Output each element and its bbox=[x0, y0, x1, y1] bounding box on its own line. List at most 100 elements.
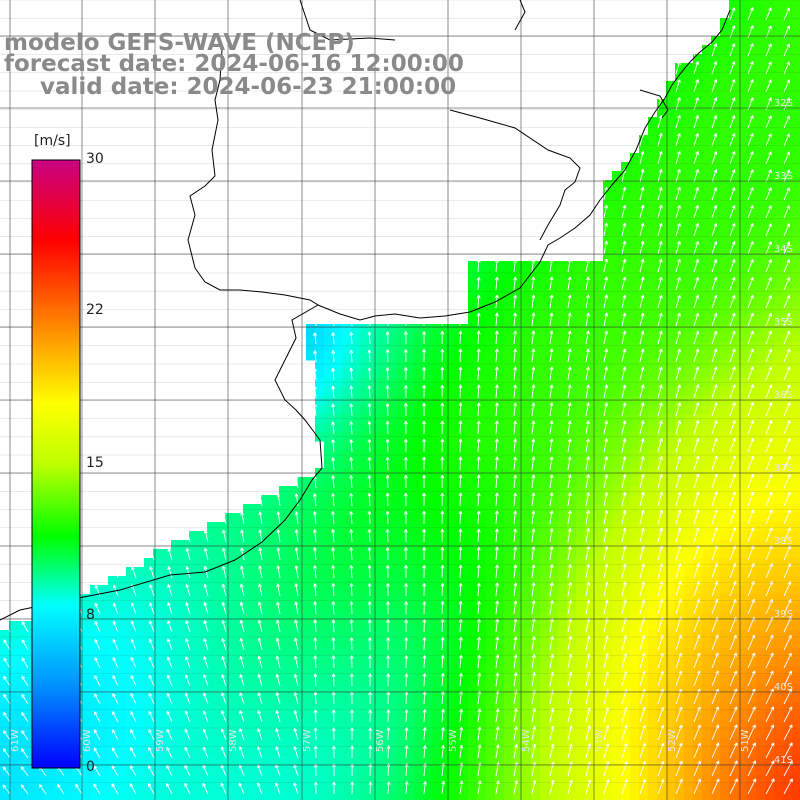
wind-cell bbox=[612, 279, 622, 289]
wind-cell bbox=[414, 333, 424, 343]
wind-cell bbox=[792, 594, 800, 604]
wind-cell bbox=[549, 774, 559, 784]
wind-cell bbox=[648, 270, 658, 280]
wind-cell bbox=[333, 351, 343, 361]
wind-cell bbox=[630, 297, 640, 307]
wind-cell bbox=[792, 234, 800, 244]
wind-cell bbox=[441, 711, 451, 721]
wind-cell bbox=[414, 495, 424, 505]
wind-cell bbox=[234, 648, 244, 658]
wind-cell bbox=[306, 522, 316, 532]
wind-cell bbox=[711, 108, 721, 118]
wind-cell bbox=[639, 387, 649, 397]
wind-cell bbox=[765, 279, 775, 289]
wind-cell bbox=[423, 360, 433, 370]
wind-cell bbox=[729, 243, 739, 253]
wind-cell bbox=[612, 297, 622, 307]
wind-cell bbox=[720, 207, 730, 217]
wind-cell bbox=[369, 423, 379, 433]
wind-cell bbox=[90, 693, 100, 703]
wind-cell bbox=[621, 792, 631, 800]
wind-cell bbox=[135, 765, 145, 775]
wind-arrow bbox=[711, 437, 718, 453]
wind-cell bbox=[477, 423, 487, 433]
wind-cell bbox=[207, 549, 217, 559]
wind-cell bbox=[630, 315, 640, 325]
wind-cell bbox=[378, 558, 388, 568]
wind-arrow bbox=[783, 43, 790, 57]
wind-cell bbox=[81, 729, 91, 739]
wind-cell bbox=[657, 513, 667, 523]
wind-cell bbox=[423, 369, 433, 379]
wind-cell bbox=[684, 333, 694, 343]
wind-cell bbox=[774, 693, 784, 703]
wind-cell bbox=[108, 603, 118, 613]
wind-cell bbox=[261, 666, 271, 676]
wind-cell bbox=[468, 666, 478, 676]
wind-cell bbox=[450, 369, 460, 379]
wind-cell bbox=[783, 576, 793, 586]
wind-cell bbox=[144, 684, 154, 694]
wind-cell bbox=[666, 414, 676, 424]
wind-cell bbox=[144, 657, 154, 667]
wind-cell bbox=[450, 522, 460, 532]
wind-cell bbox=[783, 18, 793, 28]
wind-cell bbox=[423, 540, 433, 550]
wind-cell bbox=[405, 531, 415, 541]
wind-cell bbox=[738, 297, 748, 307]
wind-cell bbox=[540, 729, 550, 739]
wind-cell bbox=[756, 630, 766, 640]
wind-cell bbox=[351, 441, 361, 451]
wind-cell bbox=[495, 378, 505, 388]
wind-cell bbox=[612, 198, 622, 208]
wind-cell bbox=[603, 315, 613, 325]
wind-arrow bbox=[603, 402, 609, 417]
wind-arrow bbox=[603, 366, 609, 381]
wind-cell bbox=[324, 450, 334, 460]
wind-cell bbox=[693, 783, 703, 793]
wind-cell bbox=[657, 702, 667, 712]
wind-cell bbox=[171, 567, 181, 577]
wind-cell bbox=[729, 351, 739, 361]
wind-cell bbox=[414, 414, 424, 424]
wind-cell bbox=[648, 783, 658, 793]
wind-cell bbox=[549, 279, 559, 289]
wind-cell bbox=[657, 135, 667, 145]
wind-cell bbox=[774, 567, 784, 577]
wind-cell bbox=[684, 531, 694, 541]
wind-cell bbox=[657, 477, 667, 487]
wind-cell bbox=[747, 756, 757, 766]
wind-cell bbox=[684, 306, 694, 316]
wind-cell bbox=[513, 567, 523, 577]
wind-cell bbox=[477, 675, 487, 685]
wind-cell bbox=[783, 153, 793, 163]
wind-cell bbox=[666, 324, 676, 334]
wind-cell bbox=[783, 225, 793, 235]
wind-cell bbox=[729, 270, 739, 280]
wind-cell bbox=[396, 765, 406, 775]
wind-cell bbox=[630, 792, 640, 800]
wind-cell bbox=[756, 216, 766, 226]
wind-arrow bbox=[349, 385, 354, 399]
wind-cell bbox=[621, 315, 631, 325]
wind-cell bbox=[180, 639, 190, 649]
wind-cell bbox=[783, 252, 793, 262]
wind-cell bbox=[450, 576, 460, 586]
wind-cell bbox=[486, 594, 496, 604]
wind-cell bbox=[603, 540, 613, 550]
wind-cell bbox=[504, 558, 514, 568]
wind-cell bbox=[585, 342, 595, 352]
wind-cell bbox=[0, 675, 10, 685]
wind-cell bbox=[612, 423, 622, 433]
wind-cell bbox=[558, 477, 568, 487]
wind-cell bbox=[288, 702, 298, 712]
wind-cell bbox=[711, 567, 721, 577]
wind-cell bbox=[306, 513, 316, 523]
wind-cell bbox=[585, 261, 595, 271]
wind-cell bbox=[657, 315, 667, 325]
wind-cell bbox=[171, 657, 181, 667]
wind-cell bbox=[540, 459, 550, 469]
wind-cell bbox=[630, 657, 640, 667]
wind-cell bbox=[792, 666, 800, 676]
wind-cell bbox=[450, 621, 460, 631]
